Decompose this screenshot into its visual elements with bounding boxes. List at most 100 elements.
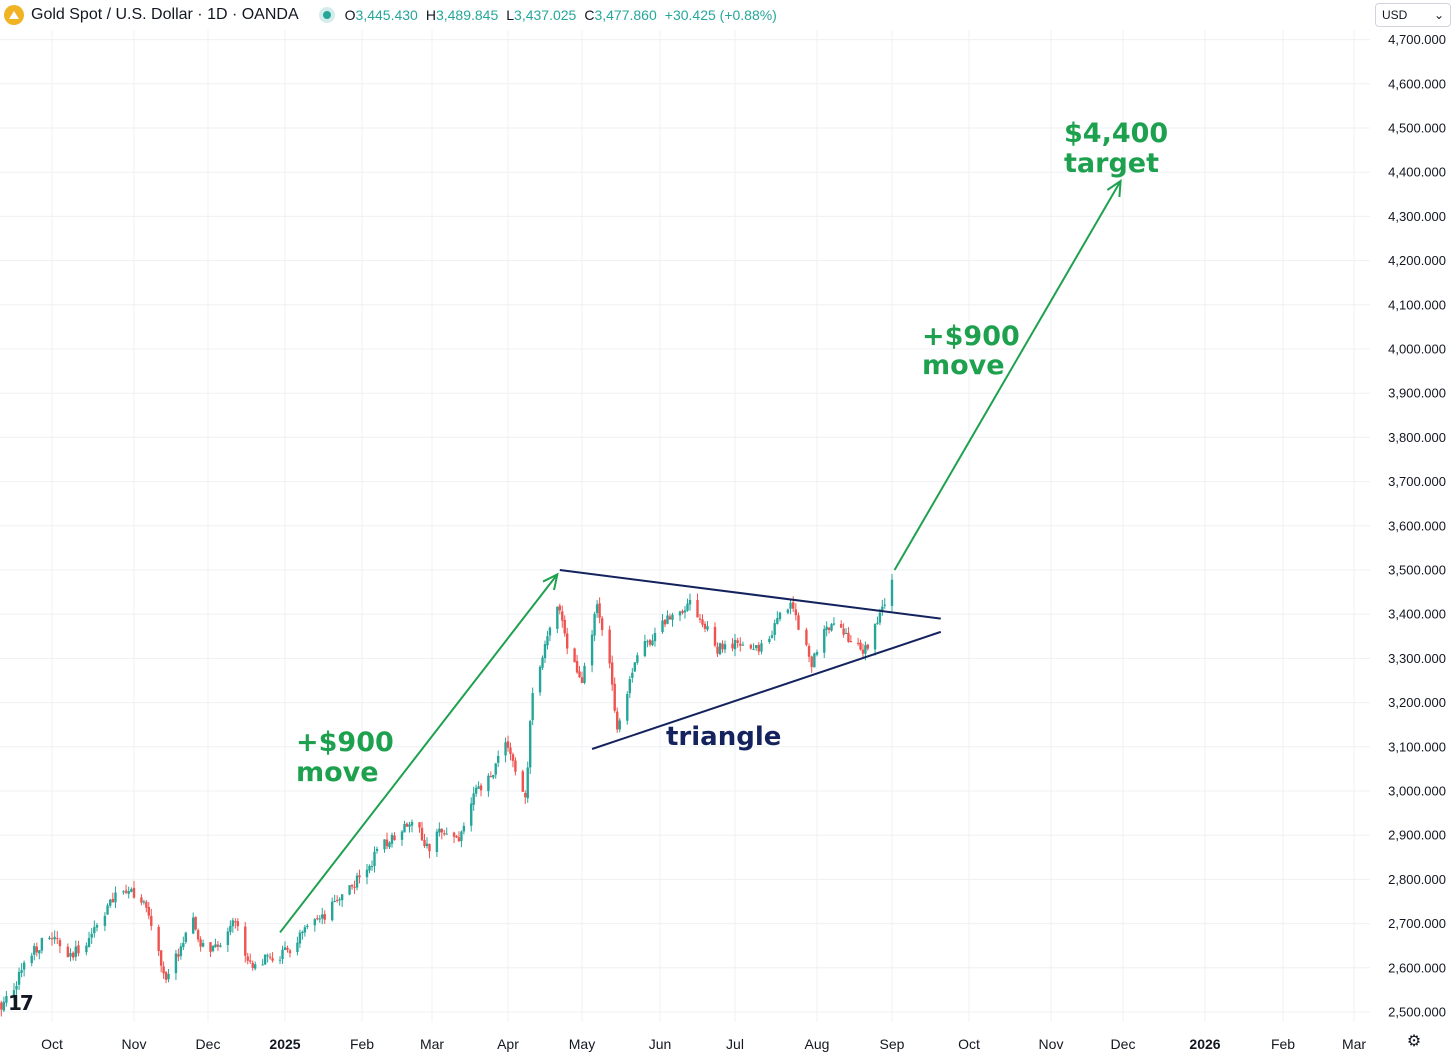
candle-body (529, 721, 532, 768)
candle (832, 617, 836, 626)
candle (58, 937, 62, 954)
high-value: 3,489.845 (435, 7, 499, 23)
price-axis[interactable]: 4,700.000 4,600.000 4,500.000 4,400.000 4,30… (1388, 32, 1446, 1019)
candle (593, 611, 596, 642)
candle (815, 649, 819, 657)
candle-body (249, 960, 252, 962)
candle-body (558, 605, 561, 611)
arrow-head (542, 572, 559, 591)
candle-body (423, 839, 426, 847)
candle-body (209, 942, 212, 952)
candle (566, 627, 569, 655)
candle (358, 869, 361, 884)
candle-body (443, 833, 446, 835)
candle (388, 841, 391, 850)
candle (130, 887, 133, 893)
x-tick-label: Dec (1111, 1036, 1136, 1052)
x-tick-label: Nov (1039, 1036, 1064, 1052)
candle (733, 633, 737, 657)
candle-body (20, 970, 23, 973)
candle (50, 932, 54, 946)
candle-body (477, 786, 480, 789)
gear-icon[interactable]: ⚙ (1406, 1033, 1422, 1050)
candle (177, 948, 180, 962)
candle-body (147, 906, 150, 916)
candle (249, 953, 252, 964)
time-axis[interactable]: Oct Nov Dec 2025 Feb Mar Apr May Jun Jul Aug Sep Oct… (41, 1036, 1366, 1052)
candle (661, 613, 664, 634)
candle-body (487, 775, 490, 792)
annotation-target-price: $4,400 (1064, 118, 1168, 149)
x-tick-label: Jun (649, 1036, 672, 1052)
candle-body (531, 693, 534, 721)
candle-body (842, 628, 845, 635)
candle (883, 598, 886, 609)
candle (350, 884, 354, 890)
candle (618, 718, 621, 733)
candle-body (506, 741, 510, 748)
market-status-icon[interactable] (322, 11, 331, 19)
candle-body (832, 623, 836, 625)
candle (12, 983, 16, 1001)
currency-select[interactable]: USD ⌄ (1375, 3, 1451, 27)
candle (35, 942, 38, 957)
candle-body (770, 635, 774, 638)
tradingview-logo[interactable]: 17 (8, 991, 34, 1015)
candle-body (298, 932, 302, 944)
candle-body (74, 946, 78, 957)
candle (296, 936, 299, 956)
candle (194, 916, 197, 931)
candle (108, 898, 112, 908)
candle (216, 940, 220, 951)
candle (400, 829, 404, 846)
arrow-shaft (893, 180, 1122, 571)
candle-body (445, 833, 448, 835)
candle-body (643, 641, 647, 657)
candle (66, 943, 70, 958)
symbol-title[interactable]: Gold Spot / U.S. Dollar · 1D · OANDA (31, 6, 299, 23)
candle-body (182, 943, 185, 948)
candle-body (805, 629, 808, 645)
y-tick-label: 3,500.000 (1388, 563, 1446, 578)
candle-body (355, 875, 359, 888)
candle (595, 600, 599, 618)
candle-body (890, 579, 894, 606)
candle-body (548, 627, 552, 636)
candle (164, 970, 168, 984)
candle-body (651, 640, 654, 646)
candle-body (723, 644, 727, 650)
candle-body (12, 990, 16, 997)
candle-body (418, 822, 421, 828)
candle-body (53, 936, 56, 940)
candle (663, 619, 667, 628)
annotation-move-1-amount: +$900 (296, 727, 394, 758)
candle (443, 829, 446, 836)
candle-body (524, 793, 527, 798)
open-label: O (344, 7, 356, 23)
candle (681, 609, 684, 615)
candle (22, 960, 26, 977)
candle-body (653, 633, 657, 642)
candle-body (410, 822, 414, 826)
candle-body (590, 634, 594, 666)
candle (111, 892, 115, 903)
candle (323, 910, 326, 924)
candle (548, 626, 552, 642)
x-tick-label: May (569, 1036, 595, 1052)
candle-body (301, 931, 304, 934)
candle (631, 667, 634, 683)
x-tick-label: Dec (196, 1036, 221, 1052)
candle-body (541, 657, 544, 668)
candle (703, 621, 707, 633)
candle-body (229, 925, 232, 932)
symbol-header[interactable]: Gold Spot / U.S. Dollar · 1D · OANDA O 3,… (4, 2, 777, 28)
candle (268, 953, 272, 960)
low-value: 3,437.025 (514, 7, 577, 23)
candle (90, 928, 93, 944)
candle-body (425, 843, 429, 847)
candle-body (130, 889, 133, 892)
y-tick-label: 3,100.000 (1388, 739, 1446, 754)
candle (266, 953, 269, 963)
candle-body (373, 851, 376, 866)
